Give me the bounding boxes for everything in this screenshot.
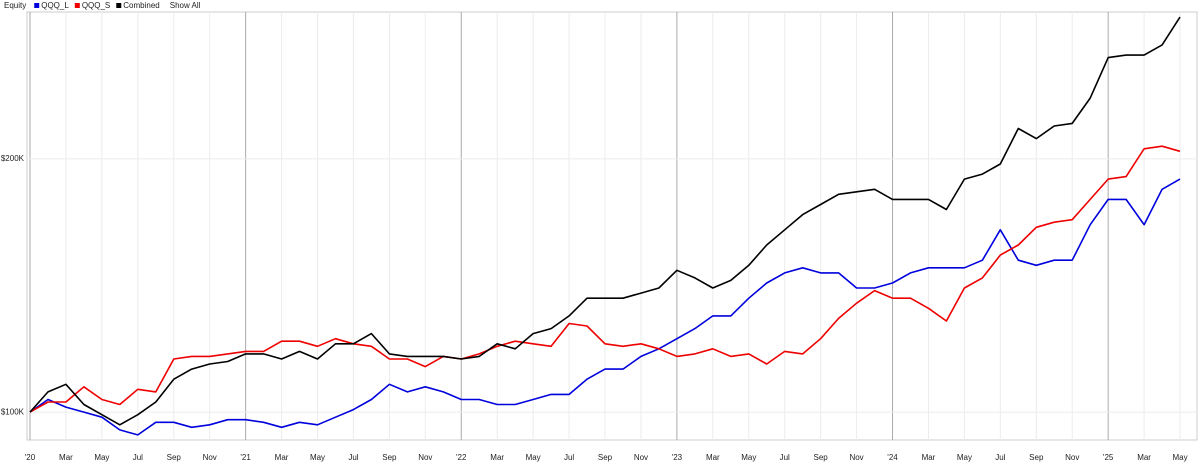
legend-swatch[interactable] xyxy=(74,3,80,8)
chart-title: Equity xyxy=(4,1,26,10)
legend-swatch[interactable] xyxy=(116,3,122,8)
show-all-button[interactable]: Show All xyxy=(170,1,201,10)
x-tick-label: Sep xyxy=(1029,453,1044,462)
x-tick-label: Jul xyxy=(995,453,1005,462)
x-tick-label: May xyxy=(310,453,325,462)
x-tick-label: Mar xyxy=(59,453,73,462)
x-tick-label: Mar xyxy=(1137,453,1151,462)
y-tick-label: $200K xyxy=(1,154,25,163)
x-tick-label: Jul xyxy=(133,453,143,462)
x-tick-label: May xyxy=(526,453,541,462)
x-tick-label: May xyxy=(957,453,972,462)
x-tick-label: May xyxy=(94,453,109,462)
equity-line xyxy=(29,145,1181,413)
y-tick-label: $100K xyxy=(1,407,25,416)
x-tick-label: Nov xyxy=(849,453,863,462)
x-tick-label: Nov xyxy=(1065,453,1079,462)
equity-line xyxy=(29,178,1181,436)
x-tick-label: Jul xyxy=(564,453,574,462)
x-tick-label: Nov xyxy=(418,453,432,462)
x-tick-label: Sep xyxy=(598,453,613,462)
x-tick-label: '24 xyxy=(887,453,898,462)
x-tick-label: Mar xyxy=(706,453,720,462)
x-tick-label: Mar xyxy=(922,453,936,462)
equity-line xyxy=(29,16,1181,426)
legend-swatch[interactable] xyxy=(34,3,40,8)
x-tick-label: Sep xyxy=(814,453,829,462)
x-tick-label: Nov xyxy=(203,453,217,462)
plot-frame xyxy=(26,11,1198,441)
x-tick-label: '23 xyxy=(672,453,683,462)
x-tick-label: May xyxy=(741,453,756,462)
x-tick-label: Nov xyxy=(634,453,648,462)
legend-entry[interactable]: Combined xyxy=(123,1,159,10)
x-tick-label: Jul xyxy=(780,453,790,462)
x-tick-label: Mar xyxy=(275,453,289,462)
x-tick-label: Sep xyxy=(167,453,182,462)
x-tick-label: May xyxy=(1172,453,1187,462)
x-tick-label: '22 xyxy=(456,453,467,462)
x-tick-label: Sep xyxy=(382,453,397,462)
legend-entry[interactable]: QQQ_S xyxy=(82,1,110,10)
x-tick-label: Mar xyxy=(490,453,504,462)
x-tick-label: '21 xyxy=(240,453,251,462)
x-tick-label: Jul xyxy=(348,453,358,462)
x-tick-label: '20 xyxy=(25,453,36,462)
legend-entry[interactable]: QQQ_L xyxy=(41,1,69,10)
x-tick-label: '25 xyxy=(1103,453,1114,462)
